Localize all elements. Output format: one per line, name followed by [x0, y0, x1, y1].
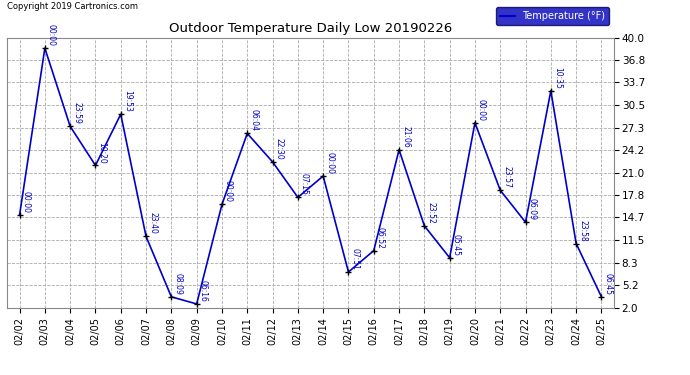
Text: 23:40: 23:40 [148, 213, 157, 234]
Text: 23:58: 23:58 [578, 220, 587, 242]
Text: 06:04: 06:04 [249, 109, 258, 131]
Text: 08:09: 08:09 [173, 273, 182, 295]
Text: 10:20: 10:20 [97, 141, 106, 163]
Text: 06:16: 06:16 [199, 280, 208, 302]
Text: 07:15: 07:15 [300, 173, 309, 195]
Text: 00:00: 00:00 [47, 24, 56, 46]
Text: 00:00: 00:00 [325, 152, 334, 174]
Text: 23:52: 23:52 [426, 202, 435, 223]
Text: 10:35: 10:35 [553, 67, 562, 88]
Text: 00:00: 00:00 [224, 180, 233, 203]
Title: Outdoor Temperature Daily Low 20190226: Outdoor Temperature Daily Low 20190226 [169, 22, 452, 35]
Text: 00:00: 00:00 [21, 191, 30, 213]
Text: 00:00: 00:00 [477, 99, 486, 121]
Text: 06:45: 06:45 [604, 273, 613, 295]
Text: 06:52: 06:52 [376, 226, 385, 249]
Text: 22:30: 22:30 [275, 138, 284, 160]
Text: 23:57: 23:57 [502, 166, 511, 188]
Text: 23:59: 23:59 [72, 102, 81, 124]
Text: 05:45: 05:45 [452, 234, 461, 256]
Text: 06:09: 06:09 [528, 198, 537, 220]
Text: 21:06: 21:06 [401, 126, 410, 148]
Text: Copyright 2019 Cartronics.com: Copyright 2019 Cartronics.com [7, 2, 138, 11]
Text: 07:51: 07:51 [351, 248, 359, 270]
Legend: Temperature (°F): Temperature (°F) [496, 7, 609, 25]
Text: 19:53: 19:53 [123, 90, 132, 112]
